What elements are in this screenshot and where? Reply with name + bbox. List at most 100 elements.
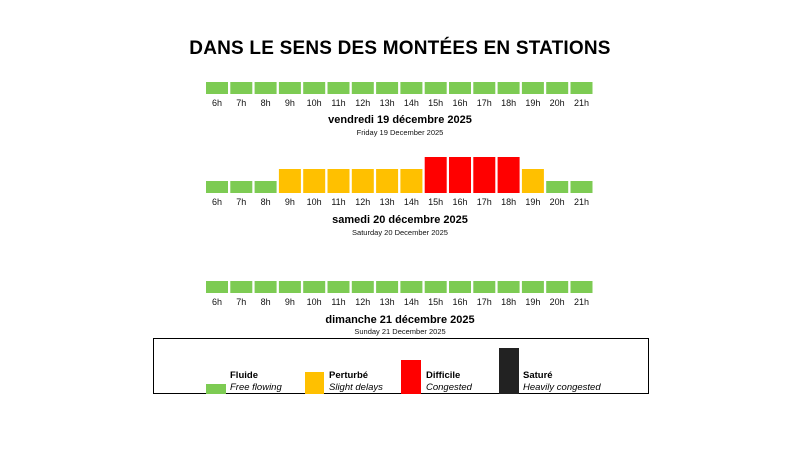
tick-label-13h: 13h bbox=[380, 297, 395, 307]
tick-label-20h: 20h bbox=[550, 98, 565, 108]
bar-19h bbox=[521, 82, 544, 94]
tick-label-16h: 16h bbox=[452, 98, 467, 108]
tick-label-18h: 18h bbox=[501, 197, 516, 207]
bar-10h bbox=[303, 281, 326, 293]
tick-label-6h: 6h bbox=[212, 98, 222, 108]
legend-swatch-difficile bbox=[401, 360, 421, 394]
page-title: DANS LE SENS DES MONTÉES EN STATIONS bbox=[189, 38, 611, 59]
bar-21h bbox=[570, 181, 593, 193]
bar-13h bbox=[376, 169, 399, 193]
legend-desc-perturbe: Slight delays bbox=[329, 382, 383, 393]
bar-19h bbox=[521, 169, 544, 193]
bar-20h bbox=[546, 281, 569, 293]
legend-label-sature: Saturé bbox=[523, 370, 553, 381]
tick-label-12h: 12h bbox=[355, 297, 370, 307]
legend-desc-difficile: Congested bbox=[426, 382, 472, 393]
day-title-friday: vendredi 19 décembre 2025 bbox=[328, 114, 472, 126]
tick-label-14h: 14h bbox=[404, 297, 419, 307]
bar-15h bbox=[424, 82, 447, 94]
bar-13h bbox=[376, 82, 399, 94]
bar-12h bbox=[351, 169, 374, 193]
bar-20h bbox=[546, 82, 569, 94]
tick-label-10h: 10h bbox=[307, 297, 322, 307]
bar-16h bbox=[449, 82, 471, 94]
tick-label-19h: 19h bbox=[525, 98, 540, 108]
bar-18h bbox=[497, 281, 520, 293]
tick-label-6h: 6h bbox=[212, 197, 222, 207]
tick-label-11h: 11h bbox=[331, 197, 345, 207]
bar-12h bbox=[351, 82, 374, 94]
bar-19h bbox=[521, 281, 544, 293]
bar-15h bbox=[424, 281, 447, 293]
tick-label-20h: 20h bbox=[550, 297, 565, 307]
tick-label-6h: 6h bbox=[212, 297, 222, 307]
bar-9h bbox=[278, 281, 301, 293]
tick-label-15h: 15h bbox=[428, 98, 443, 108]
bar-6h bbox=[206, 82, 228, 94]
tick-label-10h: 10h bbox=[307, 197, 322, 207]
tick-label-14h: 14h bbox=[404, 197, 419, 207]
legend-label-fluide: Fluide bbox=[230, 370, 258, 381]
bar-6h bbox=[206, 281, 228, 293]
bar-6h bbox=[206, 181, 228, 193]
tick-label-15h: 15h bbox=[428, 197, 443, 207]
tick-label-8h: 8h bbox=[261, 98, 271, 108]
tick-label-21h: 21h bbox=[574, 297, 589, 307]
tick-label-16h: 16h bbox=[452, 297, 467, 307]
legend-label-perturbe: Perturbé bbox=[329, 370, 369, 381]
day-subtitle-saturday: Saturday 20 December 2025 bbox=[352, 228, 448, 237]
tick-label-15h: 15h bbox=[428, 297, 443, 307]
bar-21h bbox=[570, 281, 593, 293]
legend: Fluide Free flowing Perturbé Slight dela… bbox=[153, 338, 649, 394]
tick-label-7h: 7h bbox=[236, 197, 246, 207]
bar-9h bbox=[278, 82, 301, 94]
tick-label-9h: 9h bbox=[285, 98, 295, 108]
tick-label-21h: 21h bbox=[574, 98, 589, 108]
tick-label-8h: 8h bbox=[261, 297, 271, 307]
tick-label-7h: 7h bbox=[236, 297, 246, 307]
tick-label-16h: 16h bbox=[452, 197, 467, 207]
bar-11h bbox=[327, 281, 350, 293]
tick-label-18h: 18h bbox=[501, 98, 516, 108]
legend-swatch-sature bbox=[499, 348, 519, 394]
tick-label-12h: 12h bbox=[355, 197, 370, 207]
tick-label-17h: 17h bbox=[477, 297, 492, 307]
tick-label-19h: 19h bbox=[525, 297, 540, 307]
bar-8h bbox=[254, 82, 277, 94]
tick-label-7h: 7h bbox=[236, 98, 246, 108]
bar-18h bbox=[497, 82, 520, 94]
day-subtitle-friday: Friday 19 December 2025 bbox=[356, 128, 444, 137]
tick-label-9h: 9h bbox=[285, 197, 295, 207]
bar-11h bbox=[327, 82, 350, 94]
legend-swatch-fluide bbox=[206, 384, 226, 394]
tick-label-19h: 19h bbox=[525, 197, 540, 207]
day-title-sunday: dimanche 21 décembre 2025 bbox=[325, 314, 475, 326]
day-title-saturday: samedi 20 décembre 2025 bbox=[332, 214, 468, 226]
bar-12h bbox=[351, 281, 374, 293]
tick-label-17h: 17h bbox=[477, 98, 492, 108]
bar-17h bbox=[473, 157, 496, 193]
bar-16h bbox=[449, 281, 471, 293]
bar-14h bbox=[400, 281, 423, 293]
bar-7h bbox=[230, 281, 253, 293]
tick-label-20h: 20h bbox=[550, 197, 565, 207]
bar-17h bbox=[473, 82, 496, 94]
tick-label-14h: 14h bbox=[404, 98, 419, 108]
bar-16h bbox=[449, 157, 471, 193]
bar-10h bbox=[303, 82, 326, 94]
legend-swatch-perturbe bbox=[305, 372, 324, 394]
day-subtitle-sunday: Sunday 21 December 2025 bbox=[354, 327, 446, 336]
tick-label-11h: 11h bbox=[331, 98, 345, 108]
legend-desc-sature: Heavily congested bbox=[523, 382, 601, 393]
tick-label-9h: 9h bbox=[285, 297, 295, 307]
bar-10h bbox=[303, 169, 326, 193]
bar-15h bbox=[424, 157, 447, 193]
tick-label-11h: 11h bbox=[331, 297, 345, 307]
bar-14h bbox=[400, 169, 423, 193]
bar-9h bbox=[278, 169, 301, 193]
legend-desc-fluide: Free flowing bbox=[230, 382, 282, 393]
tick-label-12h: 12h bbox=[355, 98, 370, 108]
